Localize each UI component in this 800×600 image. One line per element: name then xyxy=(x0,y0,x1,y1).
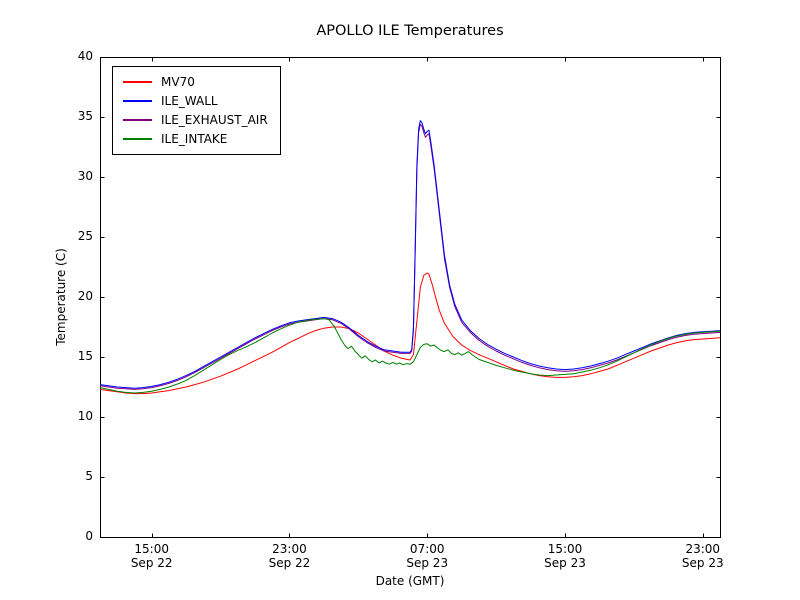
x-axis-label: Date (GMT) xyxy=(375,574,445,588)
legend-item-ile_wall: ILE_WALL xyxy=(123,92,268,110)
legend-label: ILE_WALL xyxy=(161,94,218,108)
legend-line-sample xyxy=(123,81,152,83)
legend-line-sample xyxy=(123,119,152,121)
legend-label: MV70 xyxy=(161,75,195,89)
legend-line-sample xyxy=(123,100,152,102)
chart-title: APOLLO ILE Temperatures xyxy=(316,23,504,39)
legend-item-mv70: MV70 xyxy=(123,73,268,91)
y-axis-label: Temperature (C) xyxy=(54,248,69,346)
legend: MV70 ILE_WALL ILE_EXHAUST_AIR ILE_INTAKE xyxy=(112,66,281,155)
legend-label: ILE_EXHAUST_AIR xyxy=(161,113,268,127)
legend-item-ile_intake: ILE_INTAKE xyxy=(123,130,268,148)
legend-label: ILE_INTAKE xyxy=(161,132,228,146)
legend-line-sample xyxy=(123,138,152,140)
legend-item-ile_exhaust_air: ILE_EXHAUST_AIR xyxy=(123,111,268,129)
y-axis-label-wrap: Temperature (C) xyxy=(50,57,72,537)
